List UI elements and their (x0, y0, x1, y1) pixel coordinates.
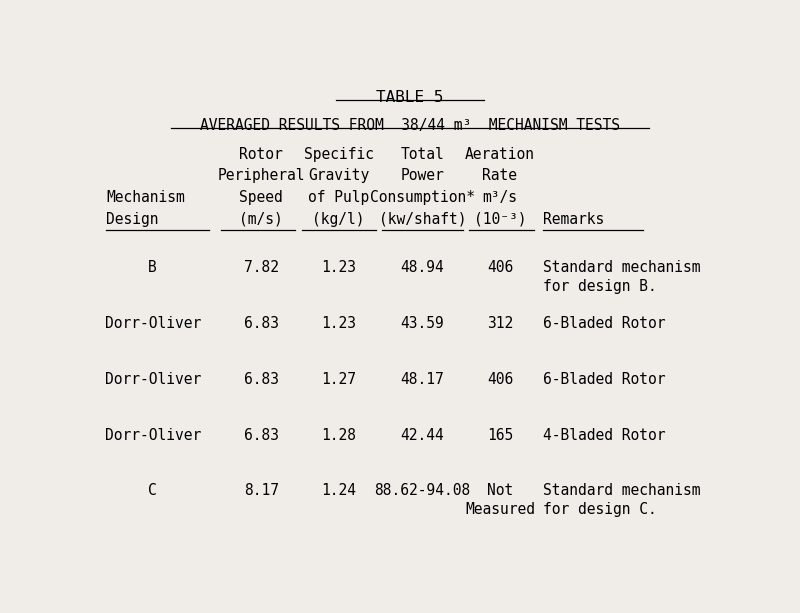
Text: Speed: Speed (239, 190, 283, 205)
Text: 1.28: 1.28 (322, 427, 356, 443)
Text: (10⁻³): (10⁻³) (474, 212, 526, 227)
Text: Gravity: Gravity (308, 169, 370, 183)
Text: Standard mechanism: Standard mechanism (543, 483, 701, 498)
Text: Peripheral: Peripheral (218, 169, 305, 183)
Text: 406: 406 (486, 372, 513, 387)
Text: m³/s: m³/s (482, 190, 518, 205)
Text: Measured: Measured (465, 502, 535, 517)
Text: Rate: Rate (482, 169, 518, 183)
Text: 6-Bladed Rotor: 6-Bladed Rotor (543, 372, 666, 387)
Text: Remarks: Remarks (543, 212, 605, 227)
Text: 1.23: 1.23 (322, 316, 356, 331)
Text: 88.62-94.08: 88.62-94.08 (374, 483, 470, 498)
Text: Standard mechanism: Standard mechanism (543, 261, 701, 275)
Text: 165: 165 (486, 427, 513, 443)
Text: 312: 312 (486, 316, 513, 331)
Text: Dorr-Oliver: Dorr-Oliver (105, 316, 201, 331)
Text: Rotor: Rotor (239, 147, 283, 162)
Text: Consumption*: Consumption* (370, 190, 475, 205)
Text: 42.44: 42.44 (401, 427, 444, 443)
Text: 6-Bladed Rotor: 6-Bladed Rotor (543, 316, 666, 331)
Text: 1.23: 1.23 (322, 261, 356, 275)
Text: Not: Not (486, 483, 513, 498)
Text: 4-Bladed Rotor: 4-Bladed Rotor (543, 427, 666, 443)
Text: B: B (148, 261, 157, 275)
Text: 6.83: 6.83 (244, 316, 278, 331)
Text: (kw/shaft): (kw/shaft) (378, 212, 466, 227)
Text: 48.94: 48.94 (401, 261, 444, 275)
Text: for design B.: for design B. (543, 280, 657, 294)
Text: Design: Design (106, 212, 158, 227)
Text: (kg/l): (kg/l) (313, 212, 365, 227)
Text: 6.83: 6.83 (244, 427, 278, 443)
Text: 43.59: 43.59 (401, 316, 444, 331)
Text: C: C (148, 483, 157, 498)
Text: Power: Power (401, 169, 444, 183)
Text: 1.27: 1.27 (322, 372, 356, 387)
Text: 6.83: 6.83 (244, 372, 278, 387)
Text: TABLE 5: TABLE 5 (376, 90, 444, 105)
Text: 8.17: 8.17 (244, 483, 278, 498)
Text: 1.24: 1.24 (322, 483, 356, 498)
Text: 406: 406 (486, 261, 513, 275)
Text: Dorr-Oliver: Dorr-Oliver (105, 427, 201, 443)
Text: AVERAGED RESULTS FROM  38/44 m³  MECHANISM TESTS: AVERAGED RESULTS FROM 38/44 m³ MECHANISM… (200, 118, 620, 134)
Text: for design C.: for design C. (543, 502, 657, 517)
Text: Specific: Specific (304, 147, 374, 162)
Text: 7.82: 7.82 (244, 261, 278, 275)
Text: Total: Total (401, 147, 444, 162)
Text: (m/s): (m/s) (239, 212, 283, 227)
Text: of Pulp: of Pulp (308, 190, 370, 205)
Text: Aeration: Aeration (465, 147, 535, 162)
Text: Mechanism: Mechanism (106, 190, 185, 205)
Text: Dorr-Oliver: Dorr-Oliver (105, 372, 201, 387)
Text: 48.17: 48.17 (401, 372, 444, 387)
